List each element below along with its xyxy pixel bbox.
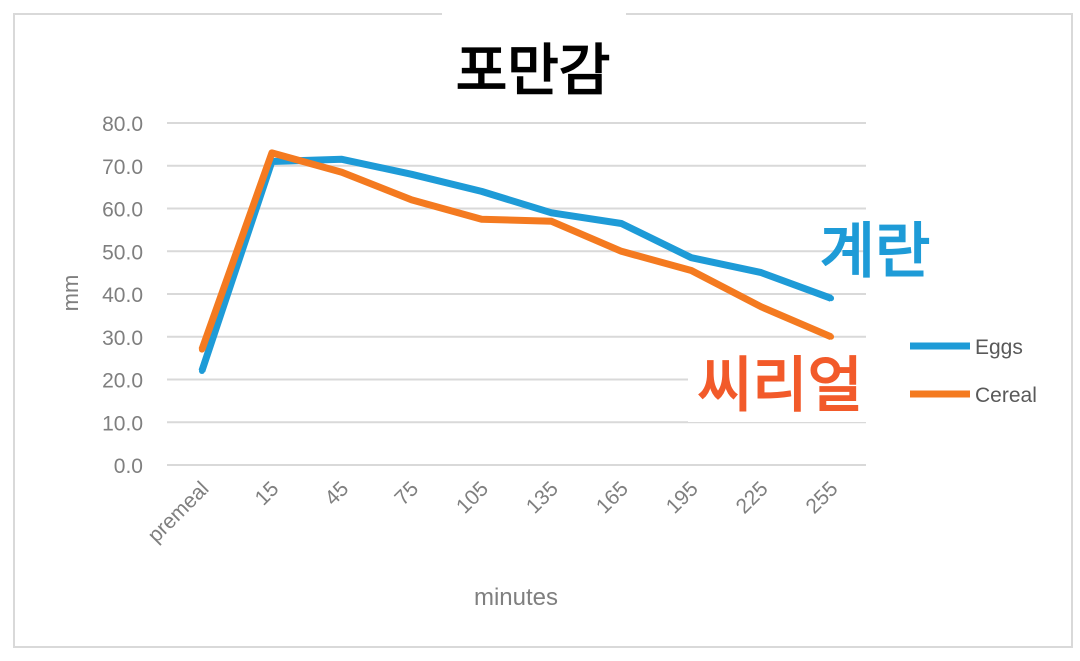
data-point-eggs	[688, 254, 695, 261]
title-frame-gap	[442, 8, 626, 20]
chart-title: 포만감	[456, 39, 611, 104]
data-point-eggs	[828, 295, 835, 302]
data-point-cereal	[478, 216, 485, 223]
legend: Eggs Cereal	[910, 336, 1037, 407]
legend-label-eggs: Eggs	[975, 336, 1023, 359]
y-axis-title: mm	[58, 275, 83, 312]
data-point-cereal	[408, 196, 415, 203]
y-tick-label: 60.0	[102, 199, 143, 222]
y-tick-label: 10.0	[102, 412, 143, 435]
chart-frame	[13, 13, 1073, 648]
annotation-cereal: 씨리얼	[697, 351, 863, 421]
data-point-cereal	[758, 303, 765, 310]
data-point-cereal	[828, 333, 835, 340]
data-point-eggs	[198, 367, 205, 374]
y-tick-label: 30.0	[102, 327, 143, 350]
annotation-cereal-backdrop	[688, 340, 872, 422]
x-axis-title: minutes	[474, 584, 558, 611]
grid-layer	[167, 122, 866, 466]
data-point-eggs	[618, 220, 625, 227]
y-tick-label: 0.0	[114, 455, 143, 478]
series-line-cereal	[198, 149, 833, 351]
y-tick-label: 20.0	[102, 370, 143, 393]
y-tick-label: 80.0	[102, 113, 143, 136]
annotation-eggs: 계란	[820, 217, 930, 287]
data-point-eggs	[758, 269, 765, 276]
y-tick-label: 40.0	[102, 284, 143, 307]
data-point-cereal	[548, 218, 555, 225]
data-point-cereal	[338, 169, 345, 176]
data-point-eggs	[408, 171, 415, 178]
data-point-cereal	[198, 346, 205, 353]
data-point-eggs	[548, 209, 555, 216]
data-point-cereal	[618, 248, 625, 255]
data-point-eggs	[478, 188, 485, 195]
series-layer	[198, 149, 835, 374]
data-point-eggs	[338, 156, 345, 163]
y-tick-label: 70.0	[102, 156, 143, 179]
data-point-cereal	[268, 149, 275, 156]
data-point-cereal	[688, 267, 695, 274]
legend-label-cereal: Cereal	[975, 384, 1037, 407]
y-tick-label: 50.0	[102, 241, 143, 264]
